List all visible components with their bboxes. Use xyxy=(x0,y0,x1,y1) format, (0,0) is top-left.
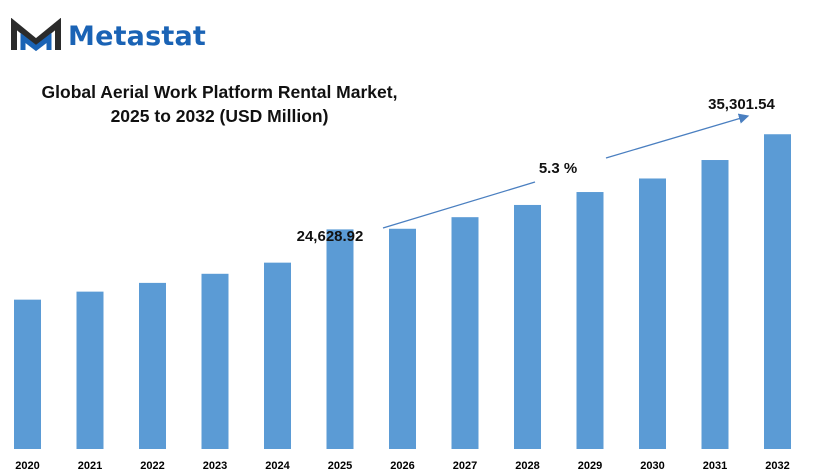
bar-2022 xyxy=(139,282,166,449)
x-tick-label-2028: 2028 xyxy=(515,460,539,472)
bar-2021 xyxy=(76,291,104,449)
x-tick-label-2027: 2027 xyxy=(453,460,477,472)
x-tick-label-2020: 2020 xyxy=(15,460,39,472)
bar-2031 xyxy=(701,160,729,449)
bar-2024 xyxy=(264,262,291,449)
bar-2026 xyxy=(389,228,416,449)
chart-title: Global Aerial Work Platform Rental Marke… xyxy=(41,82,398,126)
bar-2027 xyxy=(451,217,479,449)
trend-arrow-right xyxy=(605,113,750,159)
bar-2028 xyxy=(514,204,541,449)
cagr-label: 5.3 % xyxy=(539,160,577,177)
x-tick-label-2030: 2030 xyxy=(640,460,664,472)
metastat-m-logo-icon xyxy=(11,18,61,52)
bar-2025 xyxy=(326,229,354,449)
x-tick-label-2024: 2024 xyxy=(265,460,290,472)
x-tick-label-2029: 2029 xyxy=(578,460,602,472)
brand-logo: Metastat xyxy=(10,18,206,54)
x-tick-label-2021: 2021 xyxy=(78,460,102,472)
end-value-label: 35,301.54 xyxy=(708,96,775,113)
trend-line-left xyxy=(382,181,536,229)
bar-2029 xyxy=(576,192,604,449)
brand-name: Metastat xyxy=(68,20,207,52)
x-tick-label-2032: 2032 xyxy=(765,460,789,472)
bar-2032 xyxy=(764,134,791,449)
x-tick-label-2022: 2022 xyxy=(140,460,164,472)
start-value-label: 24,628.92 xyxy=(297,228,364,245)
x-tick-label-2026: 2026 xyxy=(390,460,414,472)
x-tick-label-2025: 2025 xyxy=(328,460,352,472)
x-tick-label-2031: 2031 xyxy=(703,460,727,472)
x-tick-label-2023: 2023 xyxy=(203,460,227,472)
bar-2030 xyxy=(639,178,666,449)
bar-2023 xyxy=(201,273,229,449)
bar-2020 xyxy=(14,299,41,449)
